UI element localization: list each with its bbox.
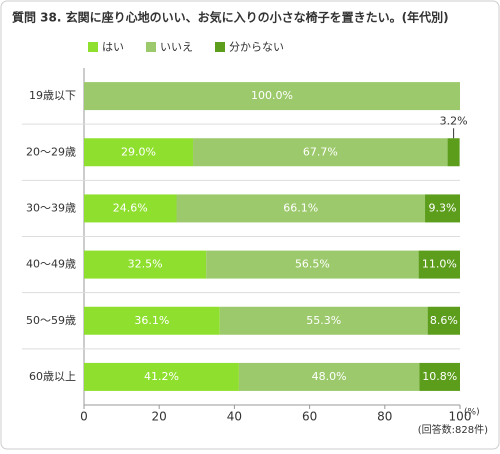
x-tick-label: 40	[227, 410, 242, 424]
x-tick-label: 0	[80, 410, 88, 424]
x-tick-label: 60	[302, 410, 317, 424]
note: (回答数:828件)	[418, 423, 488, 436]
bar-segment	[418, 250, 460, 279]
bar-segment	[425, 194, 460, 223]
value-label: 3.2%	[440, 114, 468, 127]
y-tick-label: 20〜29歳	[26, 145, 76, 158]
x-tick-label: 100	[449, 410, 472, 424]
bar-segment	[84, 250, 207, 279]
value-label: 66.1%	[283, 201, 318, 214]
bar-segment	[84, 362, 239, 391]
value-label: 8.6%	[430, 314, 458, 327]
value-label: 11.0%	[422, 258, 457, 271]
legend-swatch	[215, 42, 225, 52]
value-label: 9.3%	[429, 201, 457, 214]
value-label: 10.8%	[422, 370, 457, 383]
y-tick-label: 40〜49歳	[26, 258, 76, 271]
bar-segment	[84, 82, 460, 111]
legend-swatch	[146, 42, 156, 52]
value-label: 56.5%	[295, 258, 330, 271]
value-label: 29.0%	[121, 145, 156, 158]
y-tick-label: 19歳以下	[29, 89, 76, 102]
y-tick-label: 30〜39歳	[26, 201, 76, 214]
bar-segment	[84, 306, 220, 335]
bar-segment	[176, 194, 426, 223]
bar-segment	[447, 138, 460, 167]
value-label: 100.0%	[251, 89, 293, 102]
x-tick-label: 20	[152, 410, 167, 424]
y-tick-label: 50〜59歳	[26, 314, 76, 327]
value-label: 67.7%	[303, 145, 338, 158]
legend-label: 分からない	[229, 41, 284, 54]
value-label: 41.2%	[144, 370, 179, 383]
bar-segment	[193, 138, 448, 167]
bar-segment	[206, 250, 419, 279]
value-label: 36.1%	[134, 314, 169, 327]
bar-segment	[238, 362, 420, 391]
bar-segment	[84, 138, 194, 167]
legend-label: いいえ	[160, 41, 193, 54]
bar-segment	[427, 306, 460, 335]
value-label: 55.3%	[306, 314, 341, 327]
bar-segment	[219, 306, 428, 335]
bar-segment	[419, 362, 460, 391]
value-label: 24.6%	[113, 201, 148, 214]
value-label: 48.0%	[312, 370, 347, 383]
y-tick-label: 60歳以上	[29, 370, 76, 383]
bar-segment	[84, 194, 177, 223]
x-tick-label: 80	[377, 410, 392, 424]
legend-swatch	[88, 42, 98, 52]
legend-label: はい	[102, 41, 124, 54]
chart-title: 質問 38. 玄関に座り心地のいい、お気に入りの小さな椅子を置きたい。(年代別)	[12, 10, 449, 25]
x-unit: (%)	[464, 408, 480, 418]
value-label: 32.5%	[128, 258, 163, 271]
